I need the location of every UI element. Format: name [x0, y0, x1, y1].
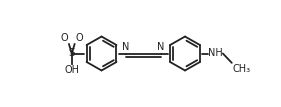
- Text: N: N: [157, 42, 164, 52]
- Text: CH₃: CH₃: [232, 64, 250, 74]
- Text: NH: NH: [209, 48, 223, 59]
- Text: N: N: [122, 42, 130, 52]
- Text: O: O: [76, 33, 83, 43]
- Text: OH: OH: [64, 65, 79, 75]
- Text: S: S: [69, 48, 75, 59]
- Text: O: O: [60, 33, 68, 43]
